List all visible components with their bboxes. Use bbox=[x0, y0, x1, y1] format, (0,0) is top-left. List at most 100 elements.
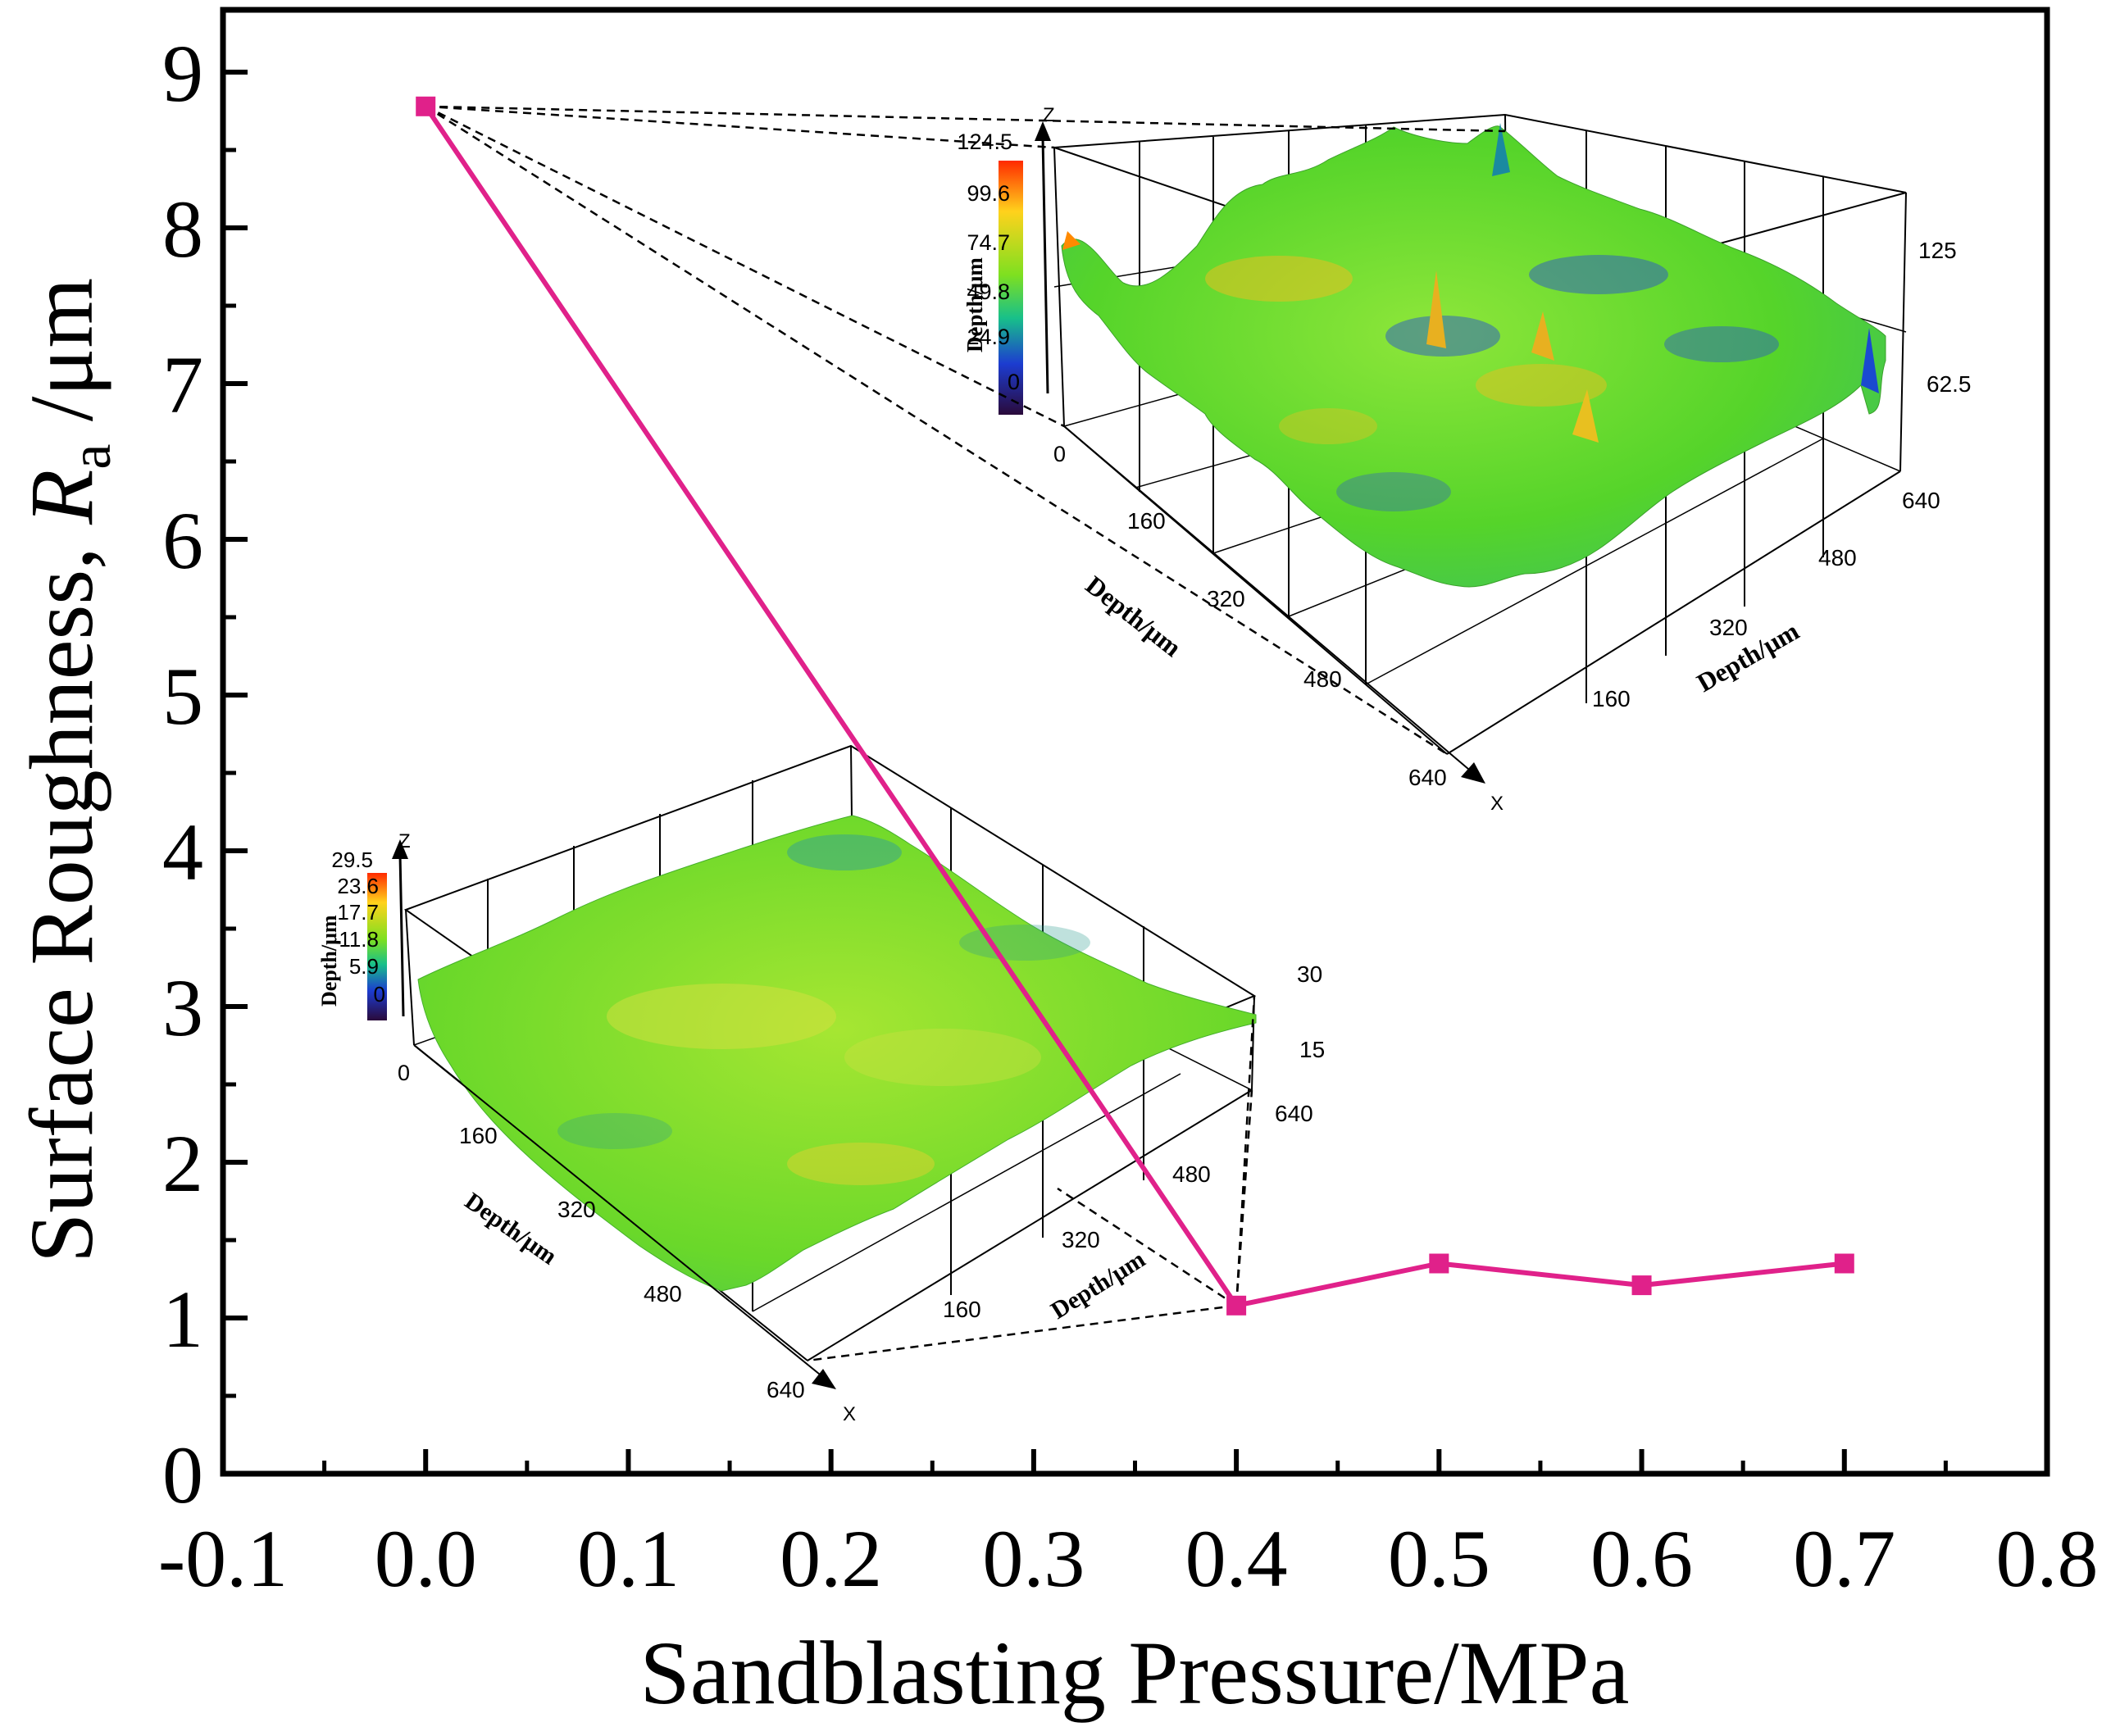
leader-line bbox=[425, 105, 1448, 756]
inset-large-x-tick: 640 bbox=[1408, 765, 1447, 790]
inset-large-z-arrowhead bbox=[1035, 121, 1051, 141]
y-axis-label-sub: a bbox=[60, 444, 123, 470]
inset-small-x-tick: 640 bbox=[767, 1377, 805, 1402]
inset-large-z-tick: 62.5 bbox=[1927, 371, 1972, 397]
colorbar-tick: 49.8 bbox=[967, 279, 1010, 304]
inset-large-x-tick: 320 bbox=[1207, 586, 1245, 611]
y-axis: 0 1 2 3 4 5 6 7 8 9 bbox=[162, 28, 248, 1520]
y-axis-label: Surface Roughness, Ra /μm bbox=[11, 278, 123, 1263]
colorbar-tick: 11.8 bbox=[339, 927, 379, 952]
y-tick-label: 0 bbox=[162, 1429, 203, 1520]
inset-small: 29.5 23.6 17.7 11.8 5.9 0 Depth/μm Z 0 3… bbox=[317, 744, 1325, 1425]
inset-large-y-tick: 320 bbox=[1709, 615, 1748, 640]
colorbar-tick: 29.5 bbox=[331, 848, 373, 872]
leader-line bbox=[425, 105, 1065, 428]
y-axis-label-prefix: Surface Roughness, bbox=[11, 525, 111, 1263]
inset-small-x-arrowhead bbox=[812, 1369, 836, 1389]
y-tick-label: 4 bbox=[162, 807, 203, 898]
inset-large-colorbar-ticks: 124.5 99.6 74.7 49.8 24.9 0 bbox=[957, 130, 1020, 394]
inset-small-y-tick: 160 bbox=[943, 1297, 981, 1322]
leader-line bbox=[425, 105, 1055, 149]
inset-small-z-arrow bbox=[398, 853, 405, 1017]
data-point bbox=[1429, 1253, 1449, 1274]
inset-small-x-tick: 160 bbox=[459, 1123, 498, 1148]
inset-small-x-zero: 0 bbox=[398, 1061, 410, 1085]
x-tick-label: 0.0 bbox=[375, 1513, 477, 1604]
colorbar-tick: 17.7 bbox=[337, 900, 379, 925]
inset-small-y-tick: 480 bbox=[1172, 1161, 1211, 1187]
colorbar-tick: 0 bbox=[374, 982, 385, 1007]
y-tick-label: 2 bbox=[162, 1118, 203, 1209]
inset-large-x-arrowhead bbox=[1461, 762, 1485, 784]
y-tick-label: 7 bbox=[162, 339, 203, 430]
inset-large-colorbar bbox=[999, 161, 1023, 415]
inset-small-colorbar-label: Depth/μm bbox=[317, 915, 341, 1007]
y-tick-label: 8 bbox=[162, 184, 203, 275]
inset-large-z-axis-label: Z bbox=[1043, 104, 1055, 126]
inset-large-x-tick: 480 bbox=[1303, 666, 1342, 692]
inset-large-x-axis-label: X bbox=[1490, 793, 1504, 815]
inset-large-x-zero: 0 bbox=[1053, 442, 1066, 466]
inset-large: 124.5 99.6 74.7 49.8 24.9 0 Depth/μm Z 0… bbox=[957, 104, 1971, 815]
series-layer bbox=[416, 96, 1854, 1316]
inset-small-x-arrow bbox=[413, 1044, 829, 1382]
colorbar-tick: 0 bbox=[1008, 370, 1020, 394]
inset-large-colorbar-label: Depth/μm bbox=[962, 257, 987, 352]
inset-large-x-tick: 160 bbox=[1127, 508, 1166, 534]
inset-small-x-tick: 480 bbox=[644, 1281, 682, 1307]
leader-line bbox=[807, 1304, 1237, 1362]
inset-small-colorbar bbox=[367, 873, 387, 1020]
colorbar-tick: 23.6 bbox=[337, 874, 379, 898]
inset-small-y-tick: 320 bbox=[1062, 1227, 1100, 1252]
inset-small-depth-label-y: Depth/μm bbox=[1046, 1246, 1150, 1325]
colorbar-tick: 124.5 bbox=[957, 130, 1012, 154]
data-point bbox=[1631, 1275, 1652, 1296]
inset-small-x-axis-label: X bbox=[843, 1403, 856, 1425]
inset-small-z-axis-label: Z bbox=[398, 830, 411, 852]
x-axis-label: Sandblasting Pressure/MPa bbox=[640, 1623, 1630, 1723]
leader-line bbox=[425, 105, 1506, 133]
x-tick-label: 0.1 bbox=[577, 1513, 680, 1604]
inset-small-z-tick: 30 bbox=[1297, 961, 1322, 987]
x-tick-label: 0.7 bbox=[1793, 1513, 1895, 1604]
colorbar-tick: 5.9 bbox=[349, 954, 379, 979]
inset-large-x-arrow bbox=[1063, 425, 1481, 779]
data-point bbox=[1226, 1295, 1247, 1316]
x-axis: -0.1 0.0 0.1 0.2 0.3 0.4 0.5 0.6 0.7 0.8 bbox=[158, 1449, 2099, 1604]
colorbar-tick: 74.7 bbox=[967, 230, 1010, 255]
inset-large-surface bbox=[1061, 125, 1886, 588]
inset-large-z-tick: 125 bbox=[1918, 238, 1957, 263]
y-tick-label: 3 bbox=[162, 962, 203, 1053]
y-tick-label: 1 bbox=[162, 1274, 203, 1365]
x-tick-label: 0.3 bbox=[982, 1513, 1085, 1604]
y-tick-label: 6 bbox=[162, 495, 203, 586]
inset-small-x-tick: 320 bbox=[557, 1197, 596, 1222]
leader-line bbox=[1057, 1187, 1237, 1307]
y-axis-label-var: R bbox=[11, 470, 111, 525]
inset-small-z-arrowhead bbox=[392, 839, 408, 859]
inset-large-surface-detail bbox=[1062, 123, 1879, 511]
inset-large-y-tick: 160 bbox=[1592, 686, 1631, 711]
inset-large-y-tick: 640 bbox=[1902, 488, 1940, 513]
x-tick-label: 0.5 bbox=[1388, 1513, 1490, 1604]
data-point bbox=[1834, 1253, 1854, 1274]
x-tick-label: 0.6 bbox=[1590, 1513, 1693, 1604]
leader-line bbox=[1235, 995, 1256, 1306]
inset-small-depth-label-x: Depth/μm bbox=[460, 1188, 562, 1270]
leader-lines bbox=[425, 105, 1506, 1362]
inset-small-surface bbox=[417, 815, 1257, 1292]
colorbar-tick: 24.9 bbox=[967, 325, 1010, 349]
inset-large-z-arrow bbox=[1041, 137, 1049, 394]
x-tick-label: -0.1 bbox=[158, 1513, 288, 1604]
x-tick-label: 0.4 bbox=[1185, 1513, 1288, 1604]
x-tick-label: 0.8 bbox=[1996, 1513, 2099, 1604]
x-tick-label: 0.2 bbox=[780, 1513, 882, 1604]
inset-small-colorbar-ticks: 29.5 23.6 17.7 11.8 5.9 0 bbox=[331, 848, 385, 1007]
y-axis-label-unit: /μm bbox=[11, 278, 111, 444]
y-tick-label: 5 bbox=[162, 651, 203, 742]
colorbar-tick: 99.6 bbox=[967, 181, 1010, 206]
data-point bbox=[416, 96, 436, 116]
inset-large-y-tick: 480 bbox=[1818, 545, 1857, 570]
y-tick-label: 9 bbox=[162, 28, 203, 119]
